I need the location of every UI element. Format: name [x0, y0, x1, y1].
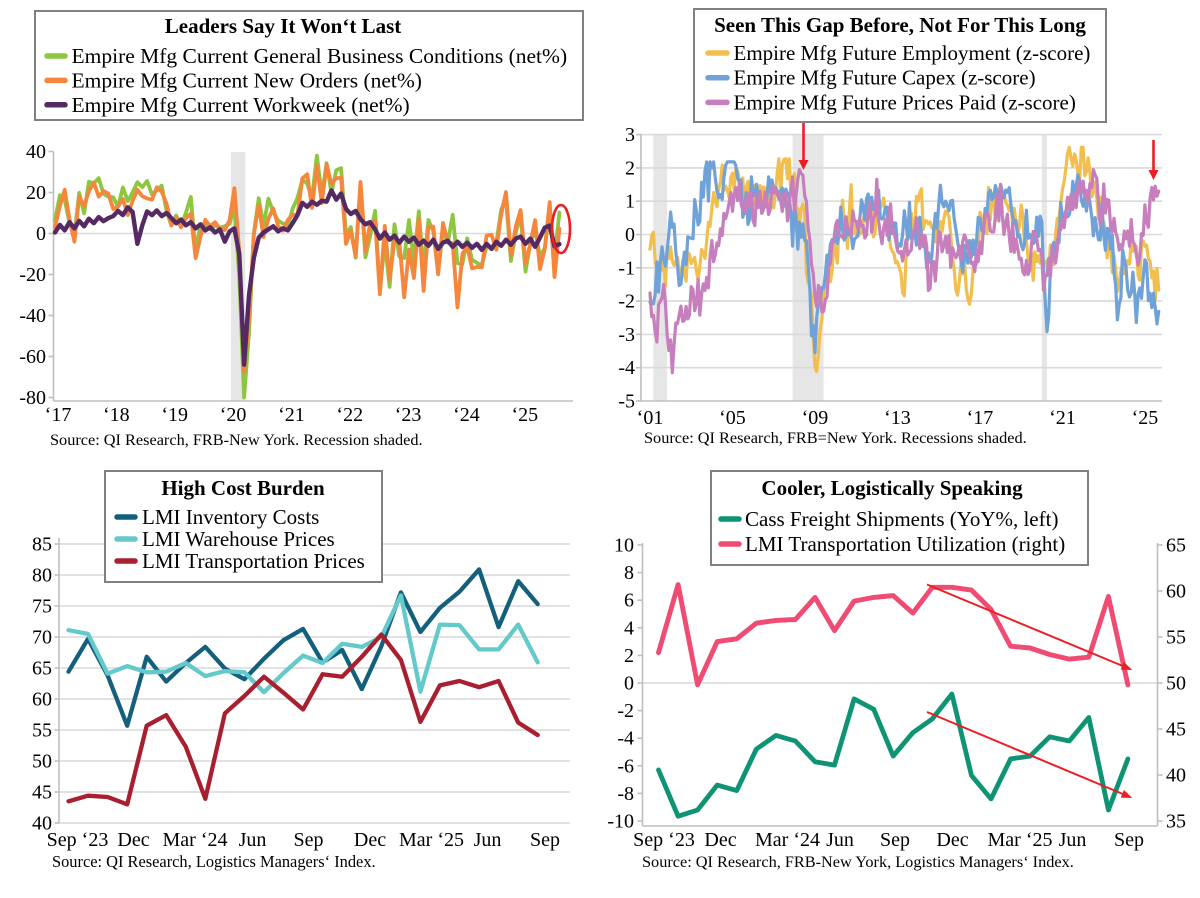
svg-text:-80: -80	[19, 387, 46, 409]
svg-text:LMI Warehouse Prices: LMI Warehouse Prices	[142, 527, 335, 551]
svg-text:40: 40	[26, 141, 46, 163]
svg-text:‘13: ‘13	[884, 407, 911, 429]
svg-text:3: 3	[625, 124, 635, 146]
svg-text:40: 40	[32, 813, 52, 835]
svg-text:‘21: ‘21	[1049, 407, 1076, 429]
svg-text:Jun: Jun	[1059, 829, 1087, 851]
svg-text:0: 0	[625, 224, 635, 246]
svg-text:Source: QI Research, Logistics: Source: QI Research, Logistics Managers‘…	[52, 852, 376, 871]
svg-text:-4: -4	[618, 357, 635, 379]
svg-text:-40: -40	[19, 305, 46, 327]
svg-text:55: 55	[32, 720, 52, 742]
svg-text:‘20: ‘20	[220, 404, 247, 426]
svg-text:‘19: ‘19	[161, 404, 188, 426]
svg-text:2: 2	[625, 157, 635, 179]
svg-text:0: 0	[36, 223, 46, 245]
svg-text:-3: -3	[618, 324, 635, 346]
svg-text:‘25: ‘25	[1132, 407, 1159, 429]
svg-text:‘22: ‘22	[336, 404, 363, 426]
svg-text:8: 8	[624, 562, 634, 584]
svg-text:‘25: ‘25	[511, 404, 538, 426]
svg-text:-8: -8	[617, 783, 634, 805]
svg-text:65: 65	[32, 658, 52, 680]
svg-text:10: 10	[614, 535, 634, 557]
svg-text:Dec: Dec	[117, 829, 149, 851]
svg-text:Empire Mfg Current General Bus: Empire Mfg Current General Business Cond…	[72, 44, 568, 68]
svg-text:Sep ‘23: Sep ‘23	[47, 829, 109, 851]
svg-text:LMI Transportation Utilization: LMI Transportation Utilization (right)	[745, 532, 1065, 556]
svg-text:-6: -6	[617, 755, 634, 777]
svg-text:60: 60	[1166, 581, 1186, 603]
svg-text:45: 45	[32, 782, 52, 804]
svg-text:20: 20	[26, 182, 46, 204]
svg-text:Mar ‘24: Mar ‘24	[755, 829, 820, 851]
svg-text:40: 40	[1166, 765, 1186, 787]
svg-text:Leaders Say It Won‘t Last: Leaders Say It Won‘t Last	[165, 14, 401, 38]
svg-text:55: 55	[1166, 627, 1186, 649]
svg-text:-60: -60	[19, 346, 46, 368]
svg-text:Jun: Jun	[826, 829, 854, 851]
svg-text:Sep: Sep	[294, 829, 324, 851]
svg-text:85: 85	[32, 534, 52, 556]
svg-text:-1: -1	[618, 257, 635, 279]
svg-text:50: 50	[32, 751, 52, 773]
svg-text:Mar ‘25: Mar ‘25	[988, 829, 1053, 851]
svg-text:‘05: ‘05	[719, 407, 746, 429]
svg-text:‘09: ‘09	[802, 407, 829, 429]
svg-text:High Cost Burden: High Cost Burden	[161, 476, 325, 500]
svg-text:Seen This Gap Before, Not For: Seen This Gap Before, Not For This Long	[714, 13, 1086, 37]
svg-text:Cass Freight Shipments (YoY%,: Cass Freight Shipments (YoY%, left)	[745, 507, 1058, 531]
svg-text:‘01: ‘01	[637, 407, 664, 429]
svg-text:Sep: Sep	[880, 829, 910, 851]
svg-text:60: 60	[32, 689, 52, 711]
svg-text:Dec: Dec	[354, 829, 386, 851]
svg-text:Jun: Jun	[239, 829, 267, 851]
svg-text:‘21: ‘21	[278, 404, 305, 426]
svg-text:Dec: Dec	[704, 829, 736, 851]
svg-text:‘17: ‘17	[967, 407, 994, 429]
svg-text:45: 45	[1166, 719, 1186, 741]
svg-text:Empire Mfg Future Capex (z-sco: Empire Mfg Future Capex (z-score)	[734, 66, 1036, 90]
svg-text:-5: -5	[618, 391, 635, 413]
svg-text:Mar ‘25: Mar ‘25	[399, 829, 464, 851]
svg-text:-2: -2	[617, 700, 634, 722]
svg-text:2: 2	[624, 645, 634, 667]
svg-text:‘17: ‘17	[45, 404, 72, 426]
svg-text:70: 70	[32, 627, 52, 649]
svg-text:Source: QI Research, FRB-New Y: Source: QI Research, FRB-New York. Reces…	[50, 430, 423, 449]
svg-text:Empire Mfg Future Prices Paid: Empire Mfg Future Prices Paid (z-score)	[734, 90, 1076, 114]
svg-text:Source: QI Research, FRB-New Y: Source: QI Research, FRB-New York, Logis…	[642, 852, 1074, 871]
svg-text:4: 4	[624, 617, 634, 639]
svg-text:-10: -10	[607, 811, 634, 833]
svg-text:Empire Mfg Current New Orders: Empire Mfg Current New Orders (net%)	[72, 68, 422, 92]
svg-text:Cooler, Logistically Speaking: Cooler, Logistically Speaking	[761, 476, 1023, 500]
svg-text:6: 6	[624, 590, 634, 612]
svg-text:-2: -2	[618, 291, 635, 313]
svg-text:Jun: Jun	[474, 829, 502, 851]
svg-text:0: 0	[624, 673, 634, 695]
svg-text:Sep: Sep	[530, 829, 560, 851]
svg-text:‘18: ‘18	[103, 404, 130, 426]
svg-text:65: 65	[1166, 535, 1186, 557]
svg-text:1: 1	[625, 191, 635, 213]
svg-text:Source: QI Research, FRB=New Y: Source: QI Research, FRB=New York. Reces…	[644, 428, 1027, 447]
svg-text:-4: -4	[617, 728, 634, 750]
svg-text:-20: -20	[19, 264, 46, 286]
svg-text:80: 80	[32, 565, 52, 587]
svg-text:Sep: Sep	[1114, 829, 1144, 851]
svg-text:‘23: ‘23	[395, 404, 422, 426]
svg-text:LMI Transportation Prices: LMI Transportation Prices	[142, 549, 365, 573]
svg-text:50: 50	[1166, 673, 1186, 695]
svg-text:Sep ‘23: Sep ‘23	[633, 829, 695, 851]
svg-text:35: 35	[1166, 811, 1186, 833]
svg-text:75: 75	[32, 596, 52, 618]
svg-text:Empire Mfg Current Workweek (n: Empire Mfg Current Workweek (net%)	[72, 93, 410, 117]
svg-text:Mar ‘24: Mar ‘24	[163, 829, 228, 851]
svg-text:Empire Mfg Future Employment (: Empire Mfg Future Employment (z-score)	[734, 41, 1091, 65]
svg-text:Dec: Dec	[936, 829, 968, 851]
svg-text:‘24: ‘24	[453, 404, 480, 426]
svg-text:LMI Inventory Costs: LMI Inventory Costs	[142, 505, 319, 529]
